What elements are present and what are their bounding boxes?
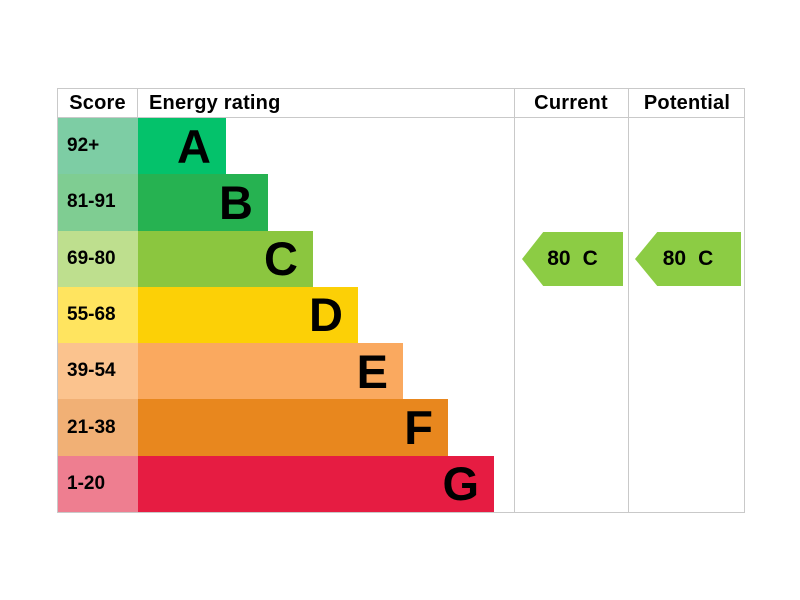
potential-score-value: 80	[662, 247, 687, 270]
band-row-c: 69-80 C	[58, 230, 514, 287]
band-row-d: 55-68 D	[58, 286, 514, 344]
rating-band-d: D	[138, 286, 358, 344]
score-range-label-b: 81-91	[58, 174, 138, 231]
rating-band-c: C	[138, 230, 313, 287]
score-range-label-d: 55-68	[58, 286, 138, 344]
score-range-label-g: 1-20	[58, 455, 138, 512]
rating-band-e: E	[138, 343, 403, 400]
score-range-label-e: 39-54	[58, 343, 138, 400]
table-header-row: Score Energy rating Current Potential	[58, 89, 744, 118]
rating-band-g: G	[138, 455, 494, 512]
energy-rating-column-header: Energy rating	[149, 91, 281, 114]
current-column-divider	[514, 89, 515, 512]
current-score-value: 80	[547, 247, 571, 270]
current-rating-arrow: 80 C	[522, 232, 623, 286]
potential-rating-arrow: 80 C	[635, 232, 741, 286]
rating-band-f: F	[138, 399, 448, 456]
rating-band-b: B	[138, 174, 268, 231]
score-column-header: Score	[58, 89, 138, 117]
score-range-label-c: 69-80	[58, 230, 138, 287]
rating-band-a: A	[138, 118, 226, 175]
potential-column-divider	[628, 89, 629, 512]
epc-rating-chart: Score Energy rating Current Potential 92…	[57, 88, 745, 513]
rating-rows: 92+ A 81-91 B 69-80 C 55-68 D 39-54 E 21-38 F 1-20 G	[58, 118, 514, 512]
band-row-f: 21-38 F	[58, 399, 514, 456]
current-column-header: Current	[534, 91, 608, 114]
band-row-b: 81-91 B	[58, 174, 514, 231]
band-row-a: 92+ A	[58, 118, 514, 175]
band-row-e: 39-54 E	[58, 343, 514, 400]
potential-column-header: Potential	[643, 91, 731, 114]
band-row-g: 1-20 G	[58, 455, 514, 512]
potential-rating-letter: C	[698, 247, 714, 270]
score-range-label-f: 21-38	[58, 399, 138, 456]
current-rating-letter: C	[582, 247, 598, 270]
score-range-label-a: 92+	[58, 118, 138, 175]
